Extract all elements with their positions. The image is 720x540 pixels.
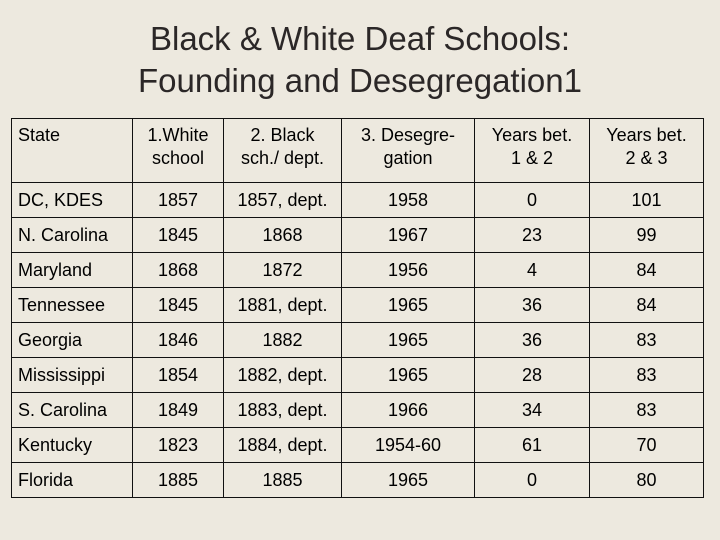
cell-white-school: 1823 (132, 427, 224, 463)
header-state-line-1: State (18, 125, 61, 145)
cell-state: Kentucky (11, 427, 133, 463)
cell-years-1-2: 36 (474, 287, 590, 323)
table-row: Georgia 1846 1882 1965 36 83 (11, 322, 704, 358)
cell-desegregation: 1965 (341, 287, 475, 323)
cell-years-2-3: 83 (589, 392, 704, 428)
cell-years-1-2: 23 (474, 217, 590, 253)
cell-white-school: 1885 (132, 462, 224, 498)
header-years-1-2: Years bet. 1 & 2 (474, 118, 590, 183)
cell-years-1-2: 61 (474, 427, 590, 463)
cell-black-school: 1881, dept. (223, 287, 342, 323)
table-row: Maryland 1868 1872 1956 4 84 (11, 252, 704, 288)
slide-title: Black & White Deaf Schools: Founding and… (0, 18, 720, 102)
cell-years-2-3: 84 (589, 252, 704, 288)
cell-black-school: 1868 (223, 217, 342, 253)
cell-white-school: 1845 (132, 217, 224, 253)
cell-white-school: 1846 (132, 322, 224, 358)
cell-desegregation: 1965 (341, 357, 475, 393)
cell-white-school: 1849 (132, 392, 224, 428)
cell-black-school: 1882 (223, 322, 342, 358)
header-black-school-line-2: sch./ dept. (240, 148, 325, 168)
table-row: Florida 1885 1885 1965 0 80 (11, 462, 704, 498)
table-row: DC, KDES 1857 1857, dept. 1958 0 101 (11, 182, 704, 218)
header-white-school: 1.White school (132, 118, 224, 183)
cell-years-1-2: 0 (474, 182, 590, 218)
cell-state: Florida (11, 462, 133, 498)
cell-black-school: 1884, dept. (223, 427, 342, 463)
table-row: S. Carolina 1849 1883, dept. 1966 34 83 (11, 392, 704, 428)
cell-desegregation: 1965 (341, 322, 475, 358)
cell-state: Georgia (11, 322, 133, 358)
cell-state: S. Carolina (11, 392, 133, 428)
slide-title-line-1: Black & White Deaf Schools: (149, 20, 570, 57)
table-row: Tennessee 1845 1881, dept. 1965 36 84 (11, 287, 704, 323)
cell-years-2-3: 70 (589, 427, 704, 463)
cell-white-school: 1845 (132, 287, 224, 323)
header-years-2-3-line-2: 2 & 3 (625, 148, 668, 168)
table-header-row: State 1.White school 2. Black sch./ dept. 3. … (11, 118, 704, 183)
header-years-2-3: Years bet. 2 & 3 (589, 118, 704, 183)
table-row: N. Carolina 1845 1868 1967 23 99 (11, 217, 704, 253)
header-years-2-3-line-1: Years bet. (606, 125, 687, 145)
cell-state: Mississippi (11, 357, 133, 393)
cell-years-1-2: 34 (474, 392, 590, 428)
cell-white-school: 1857 (132, 182, 224, 218)
cell-state: Maryland (11, 252, 133, 288)
cell-years-2-3: 80 (589, 462, 704, 498)
header-white-school-line-2: school (151, 148, 205, 168)
cell-years-1-2: 28 (474, 357, 590, 393)
header-years-1-2-line-1: Years bet. (491, 125, 573, 145)
cell-desegregation: 1956 (341, 252, 475, 288)
cell-desegregation: 1958 (341, 182, 475, 218)
cell-black-school: 1882, dept. (223, 357, 342, 393)
cell-black-school: 1885 (223, 462, 342, 498)
header-years-1-2-line-2: 1 & 2 (510, 148, 554, 168)
header-desegregation: 3. Desegre-gation (341, 118, 475, 183)
cell-years-2-3: 99 (589, 217, 704, 253)
cell-years-1-2: 36 (474, 322, 590, 358)
cell-years-2-3: 83 (589, 322, 704, 358)
table-row: Mississippi 1854 1882, dept. 1965 28 83 (11, 357, 704, 393)
header-white-school-line-1: 1.White (147, 125, 209, 145)
cell-years-1-2: 0 (474, 462, 590, 498)
table-body: State 1.White school 2. Black sch./ dept. 3. … (11, 118, 704, 498)
cell-white-school: 1854 (132, 357, 224, 393)
cell-years-2-3: 83 (589, 357, 704, 393)
cell-state: N. Carolina (11, 217, 133, 253)
cell-black-school: 1857, dept. (223, 182, 342, 218)
deaf-schools-table: State 1.White school 2. Black sch./ dept. 3. … (11, 118, 704, 498)
cell-years-1-2: 4 (474, 252, 590, 288)
cell-desegregation: 1967 (341, 217, 475, 253)
cell-desegregation: 1966 (341, 392, 475, 428)
header-black-school: 2. Black sch./ dept. (223, 118, 342, 183)
header-black-school-line-1: 2. Black (250, 125, 315, 145)
cell-state: DC, KDES (11, 182, 133, 218)
cell-black-school: 1872 (223, 252, 342, 288)
cell-years-2-3: 84 (589, 287, 704, 323)
cell-black-school: 1883, dept. (223, 392, 342, 428)
cell-years-2-3: 101 (589, 182, 704, 218)
slide-title-line-2: Founding and Desegregation1 (137, 62, 582, 99)
header-desegregation-line-1: 3. Desegre- (360, 125, 456, 145)
cell-white-school: 1868 (132, 252, 224, 288)
header-state: State (11, 118, 133, 183)
cell-desegregation: 1965 (341, 462, 475, 498)
header-desegregation-line-2: gation (383, 148, 433, 168)
cell-desegregation: 1954-60 (341, 427, 475, 463)
table-row: Kentucky 1823 1884, dept. 1954-60 61 70 (11, 427, 704, 463)
cell-state: Tennessee (11, 287, 133, 323)
